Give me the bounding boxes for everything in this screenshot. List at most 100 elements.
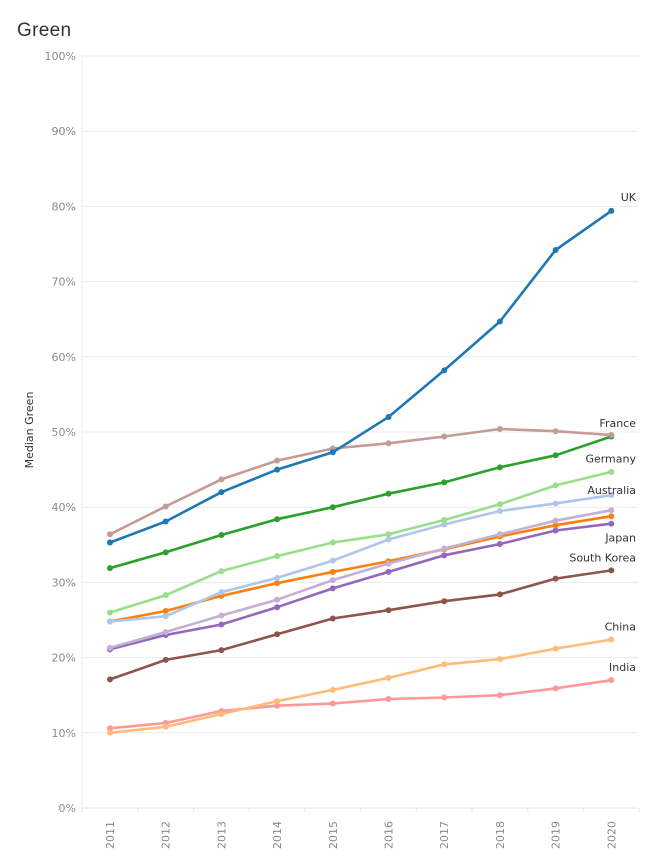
series-line[interactable] — [108, 638, 613, 735]
data-point[interactable] — [441, 367, 448, 374]
data-point[interactable] — [441, 661, 448, 668]
data-point[interactable] — [552, 482, 559, 489]
data-point[interactable] — [329, 577, 336, 584]
data-point[interactable] — [552, 500, 559, 507]
data-point[interactable] — [441, 545, 448, 552]
data-point[interactable] — [496, 591, 503, 598]
series-line[interactable] — [108, 569, 613, 681]
data-point[interactable] — [552, 452, 559, 459]
data-point[interactable] — [441, 552, 448, 559]
data-point[interactable] — [274, 516, 281, 523]
data-point[interactable] — [441, 521, 448, 528]
series-line[interactable] — [108, 470, 613, 614]
data-point[interactable] — [218, 532, 225, 539]
data-point[interactable] — [385, 695, 392, 702]
data-point[interactable] — [496, 464, 503, 471]
data-point[interactable] — [552, 517, 559, 524]
data-point[interactable] — [496, 501, 503, 508]
data-point[interactable] — [107, 729, 113, 736]
data-point[interactable] — [329, 539, 336, 546]
data-point[interactable] — [162, 656, 169, 663]
data-point[interactable] — [552, 645, 559, 652]
data-point[interactable] — [162, 592, 169, 599]
data-point[interactable] — [107, 725, 113, 732]
series-line[interactable] — [108, 493, 613, 623]
data-point[interactable] — [385, 490, 392, 497]
data-point[interactable] — [496, 541, 503, 548]
data-point[interactable] — [329, 449, 336, 456]
data-point[interactable] — [385, 413, 392, 420]
data-point[interactable] — [552, 575, 559, 582]
data-point[interactable] — [552, 522, 559, 529]
data-point[interactable] — [552, 685, 559, 692]
data-point[interactable] — [496, 425, 503, 432]
data-point[interactable] — [329, 615, 336, 622]
data-point[interactable] — [329, 686, 336, 693]
data-point[interactable] — [162, 613, 169, 620]
data-point[interactable] — [162, 629, 169, 636]
data-point[interactable] — [552, 247, 559, 254]
data-point[interactable] — [107, 609, 113, 616]
data-point[interactable] — [274, 574, 281, 581]
data-point[interactable] — [274, 580, 281, 587]
data-point[interactable] — [441, 694, 448, 701]
data-point[interactable] — [274, 457, 281, 464]
data-point[interactable] — [162, 723, 169, 730]
data-point[interactable] — [107, 676, 113, 683]
data-point[interactable] — [329, 557, 336, 564]
data-point[interactable] — [608, 492, 615, 499]
data-point[interactable] — [385, 560, 392, 567]
series-line[interactable] — [108, 678, 613, 730]
data-point[interactable] — [218, 711, 225, 717]
data-point[interactable] — [608, 507, 615, 514]
data-point[interactable] — [162, 549, 169, 556]
data-point[interactable] — [162, 503, 169, 510]
data-point[interactable] — [162, 607, 169, 614]
data-point[interactable] — [441, 479, 448, 486]
data-point[interactable] — [385, 607, 392, 614]
data-point[interactable] — [608, 677, 615, 684]
data-point[interactable] — [274, 553, 281, 560]
data-point[interactable] — [441, 516, 448, 523]
series-line[interactable] — [108, 522, 613, 651]
data-point[interactable] — [608, 520, 615, 527]
data-point[interactable] — [385, 440, 392, 447]
data-point[interactable] — [385, 536, 392, 543]
data-point[interactable] — [441, 433, 448, 440]
data-point[interactable] — [107, 565, 113, 572]
data-point[interactable] — [218, 476, 225, 483]
data-point[interactable] — [218, 489, 225, 496]
data-point[interactable] — [218, 621, 225, 628]
series-line[interactable] — [108, 209, 613, 544]
data-point[interactable] — [608, 432, 615, 439]
data-point[interactable] — [218, 568, 225, 575]
data-point[interactable] — [496, 507, 503, 514]
data-point[interactable] — [274, 604, 281, 611]
data-point[interactable] — [496, 692, 503, 699]
data-point[interactable] — [107, 644, 113, 651]
data-point[interactable] — [496, 318, 503, 325]
data-point[interactable] — [329, 504, 336, 511]
data-point[interactable] — [496, 531, 503, 538]
data-point[interactable] — [162, 518, 169, 525]
data-point[interactable] — [107, 531, 113, 538]
data-point[interactable] — [218, 647, 225, 654]
data-point[interactable] — [329, 568, 336, 575]
data-point[interactable] — [218, 612, 225, 619]
data-point[interactable] — [274, 698, 281, 705]
data-point[interactable] — [385, 568, 392, 575]
data-point[interactable] — [274, 702, 281, 709]
data-point[interactable] — [218, 589, 225, 596]
data-point[interactable] — [608, 468, 615, 475]
data-point[interactable] — [552, 428, 559, 435]
data-point[interactable] — [274, 596, 281, 603]
data-point[interactable] — [552, 527, 559, 534]
data-point[interactable] — [385, 531, 392, 538]
data-point[interactable] — [441, 598, 448, 605]
data-point[interactable] — [107, 618, 113, 625]
data-point[interactable] — [608, 207, 615, 214]
series-line[interactable] — [108, 435, 613, 570]
data-point[interactable] — [274, 631, 281, 638]
data-point[interactable] — [385, 674, 392, 681]
data-point[interactable] — [329, 585, 336, 592]
